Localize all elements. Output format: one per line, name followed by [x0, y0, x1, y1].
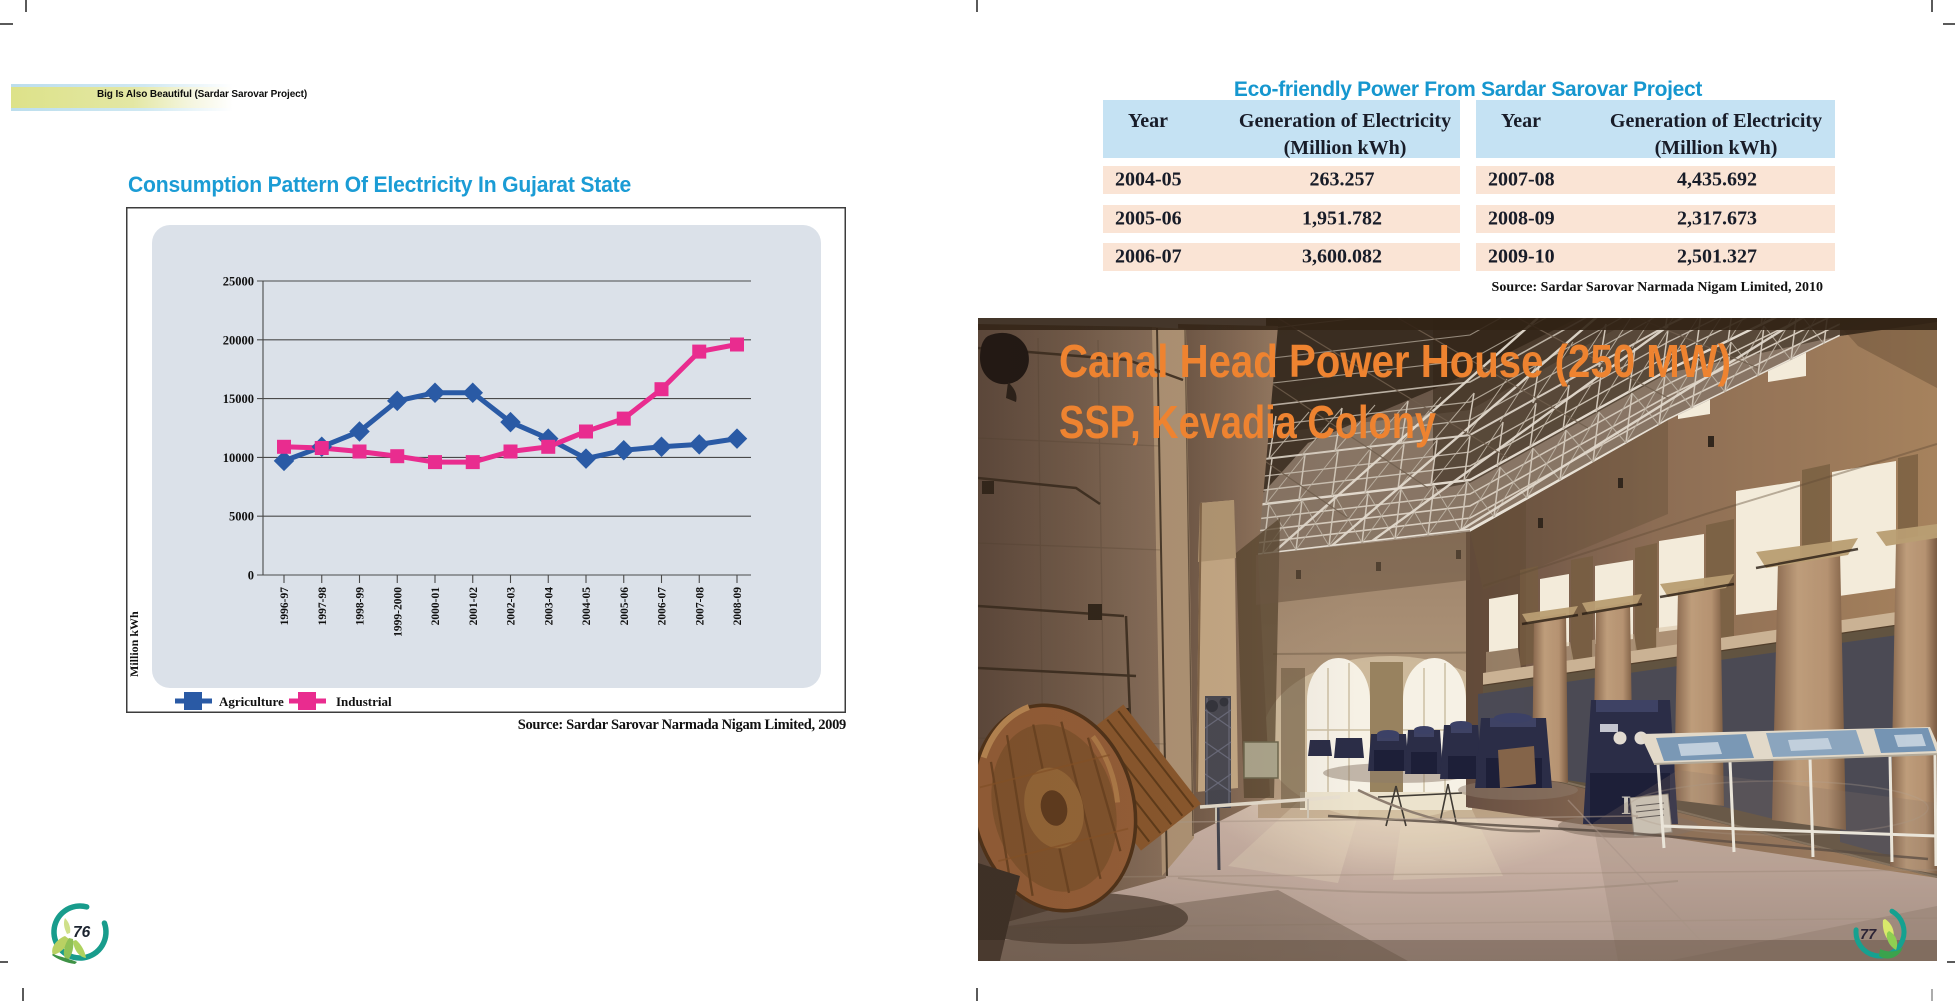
svg-text:I: I	[1621, 791, 1631, 820]
svg-text:2000-01: 2000-01	[430, 587, 442, 626]
svg-text:2004-05: 2004-05	[581, 587, 593, 626]
svg-text:77: 77	[1860, 927, 1877, 943]
svg-text:Agriculture: Agriculture	[219, 694, 284, 709]
svg-text:SSP, Kevadia Colony: SSP, Kevadia Colony	[1059, 396, 1436, 448]
svg-text:Industrial: Industrial	[336, 694, 392, 709]
svg-text:2001-02: 2001-02	[468, 587, 480, 626]
svg-text:15000: 15000	[223, 392, 254, 406]
svg-text:2003-04: 2003-04	[543, 587, 555, 626]
svg-text:2007-08: 2007-08	[694, 587, 706, 626]
svg-text:2005-06: 2005-06	[619, 587, 631, 626]
svg-text:76: 76	[73, 924, 91, 941]
svg-text:1998-99: 1998-99	[355, 587, 367, 626]
svg-text:0: 0	[248, 569, 254, 583]
svg-text:10000: 10000	[223, 451, 254, 465]
svg-text:1999-2000: 1999-2000	[392, 587, 404, 637]
svg-text:2002-03: 2002-03	[506, 587, 518, 626]
svg-text:2008-09: 2008-09	[732, 587, 744, 626]
svg-text:1996-97: 1996-97	[279, 587, 291, 626]
svg-text:20000: 20000	[223, 333, 254, 347]
svg-text:2006-07: 2006-07	[657, 587, 669, 626]
svg-text:Canal Head Power House (250 MW: Canal Head Power House (250 MW)	[1059, 335, 1731, 387]
svg-text:25000: 25000	[223, 275, 254, 289]
svg-text:1997-98: 1997-98	[317, 587, 329, 626]
svg-text:5000: 5000	[229, 510, 254, 524]
svg-text:Million kWh: Million kWh	[127, 611, 141, 677]
